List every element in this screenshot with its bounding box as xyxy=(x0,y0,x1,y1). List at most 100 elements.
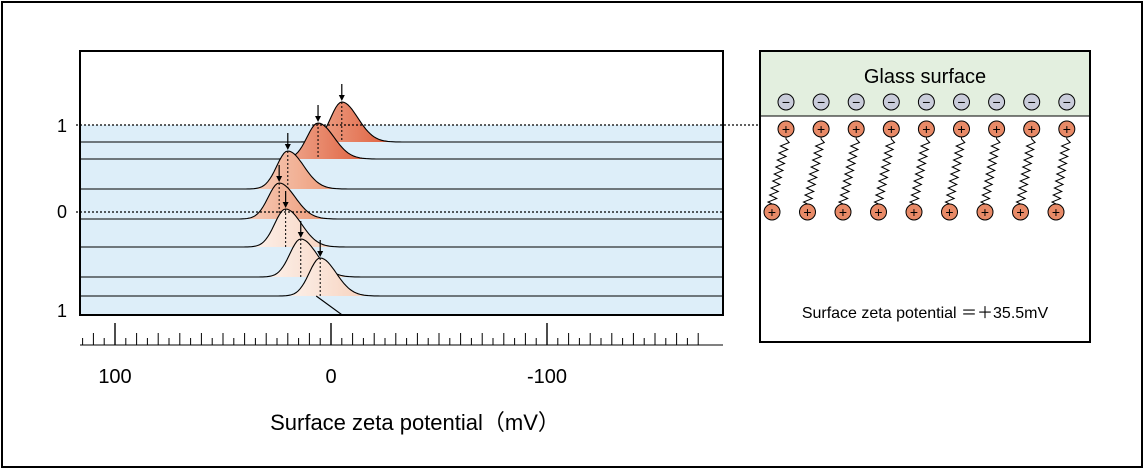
distribution-curve xyxy=(80,182,723,220)
x-tick-label: 0 xyxy=(325,366,336,388)
positive-charge-symbol: + xyxy=(803,204,811,220)
inset-frame xyxy=(759,50,1091,343)
positive-charge-symbol: + xyxy=(981,204,989,220)
x-tick-label: -100 xyxy=(527,366,567,388)
distribution-curves xyxy=(80,84,723,315)
x-axis-label: Surface zeta potential（mV） xyxy=(270,410,560,435)
molecular-chain xyxy=(908,137,931,205)
distribution-curve xyxy=(80,150,723,190)
positive-charge-symbol: + xyxy=(817,121,825,137)
distribution-curve xyxy=(80,122,723,160)
negative-charge-symbol: − xyxy=(957,94,965,110)
distribution-fill xyxy=(250,258,405,296)
peak-arrow-icon xyxy=(284,144,291,150)
distribution-curve xyxy=(80,257,723,297)
positive-charge-icon xyxy=(1047,203,1065,221)
series-band xyxy=(80,247,723,277)
positive-charge-icon xyxy=(941,203,958,221)
positive-charge-symbol: + xyxy=(922,121,930,137)
positive-charge-symbol: + xyxy=(1016,204,1024,220)
positive-charge-symbol: + xyxy=(768,204,776,220)
molecular-chain xyxy=(1050,137,1072,205)
negative-charge-icon xyxy=(1058,93,1076,111)
distribution-fill xyxy=(215,209,370,247)
positive-charge-symbol: + xyxy=(910,204,918,220)
negative-charge-icon xyxy=(847,93,865,111)
series-band xyxy=(80,142,723,159)
negative-charge-symbol: − xyxy=(993,94,1001,110)
negative-charge-icon xyxy=(812,93,830,111)
positive-charge-icon xyxy=(834,203,852,221)
positive-charge-symbol: + xyxy=(887,121,895,137)
plot-area xyxy=(79,50,724,316)
series-band xyxy=(80,159,723,189)
negative-charge-symbol: − xyxy=(852,94,860,110)
negative-charge-icon xyxy=(988,93,1006,111)
negative-charge-icon xyxy=(917,93,935,111)
series-bands xyxy=(80,125,723,315)
molecular-chain xyxy=(979,137,1001,205)
plot-frame xyxy=(79,50,724,316)
negative-charge-icon xyxy=(953,93,970,111)
peak-arrow-icon xyxy=(297,232,304,238)
positive-charge-symbol: + xyxy=(1028,121,1036,137)
negative-charge-symbol: − xyxy=(817,94,825,110)
x-axis-ruler xyxy=(80,323,723,346)
ion-columns: − + + − + + − + + − + + − + + − + + − + + − + + − + + xyxy=(763,93,1076,221)
molecular-chain xyxy=(1015,137,1036,205)
distribution-curve xyxy=(80,238,723,278)
positive-charge-symbol: + xyxy=(874,204,882,220)
distribution-fill xyxy=(217,151,372,189)
positive-charge-symbol: + xyxy=(957,121,965,137)
molecular-chain xyxy=(944,137,966,205)
peak-arrow-icon xyxy=(338,95,345,101)
positive-charge-symbol: + xyxy=(782,121,790,137)
negative-charge-icon xyxy=(882,93,900,111)
y-label-middle: 0 xyxy=(57,202,67,222)
positive-charge-icon xyxy=(870,203,887,221)
positive-charge-symbol: + xyxy=(1063,121,1071,137)
negative-charge-symbol: − xyxy=(1063,94,1071,110)
series-band xyxy=(80,219,723,247)
negative-charge-icon xyxy=(1023,93,1041,111)
positive-charge-icon xyxy=(905,203,923,221)
peak-arrow-icon xyxy=(282,202,289,208)
series-band xyxy=(80,296,723,315)
positive-charge-icon xyxy=(799,203,816,221)
positive-charge-symbol: + xyxy=(839,204,847,220)
negative-charge-symbol: − xyxy=(887,94,895,110)
peak-arrow-icon xyxy=(317,251,324,257)
negative-charge-symbol: − xyxy=(922,94,930,110)
molecular-chain xyxy=(802,137,826,205)
molecular-chain xyxy=(837,137,861,205)
y-label-bottom: 1 xyxy=(57,301,67,321)
baseline-trace xyxy=(315,295,343,315)
distribution-fill xyxy=(248,123,403,159)
positive-charge-icon xyxy=(763,203,781,221)
positive-charge-symbol: + xyxy=(852,121,860,137)
x-tick-label: 100 xyxy=(98,366,131,388)
molecular-chain xyxy=(873,137,896,205)
series-band xyxy=(80,125,723,142)
molecular-chain xyxy=(766,137,791,205)
peak-arrow-icon xyxy=(276,176,283,182)
x-tick-labels: 100 0 -100 xyxy=(98,366,567,388)
zeta-potential-value-label: Surface zeta potential ＝＋35.5mV xyxy=(802,305,1049,322)
positive-charge-symbol: + xyxy=(1052,204,1060,220)
negative-charge-symbol: − xyxy=(1028,94,1036,110)
distribution-curve xyxy=(80,101,723,143)
negative-charge-icon xyxy=(777,93,795,111)
negative-charge-symbol: − xyxy=(782,94,790,110)
positive-charge-symbol: + xyxy=(993,121,1001,137)
positive-charge-icon xyxy=(976,203,994,221)
glass-surface-inset: Glass surface − + + − + + − + + − + + − + + − + + − + + − + + − +… xyxy=(759,50,1091,343)
glass-surface-label: Glass surface xyxy=(864,66,986,88)
distribution-fill xyxy=(271,102,426,142)
series-band xyxy=(80,277,723,296)
distribution-fill xyxy=(230,239,385,277)
positive-charge-icon xyxy=(1012,203,1029,221)
positive-charge-symbol: + xyxy=(945,204,953,220)
peak-arrow-icon xyxy=(315,116,322,122)
